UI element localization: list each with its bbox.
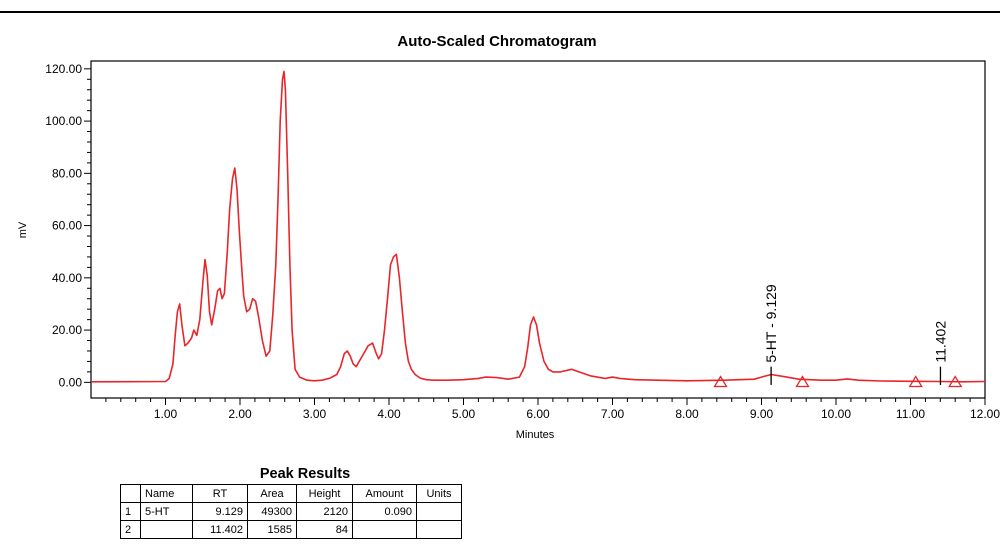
cell-height: 2120 [296, 502, 353, 521]
x-axis: 1.00 2.00 3.00 4.00 5.00 6.00 7.00 8.00 9.00 10.0… [105, 398, 1000, 421]
cell-amount: 0.090 [352, 502, 417, 521]
baseline-marker [948, 375, 963, 388]
y-tick-label: 80.00 [52, 166, 82, 180]
top-rule [0, 11, 1000, 13]
y-tick-label: 120.00 [45, 62, 82, 76]
col-header-rt: RT [192, 484, 248, 503]
x-tick-label: 12.00 [970, 407, 1000, 421]
x-tick-label: 11.00 [896, 407, 925, 421]
y-axis-label: mV [17, 221, 29, 238]
peak-label: 5-HT - 9.129 [763, 284, 779, 363]
cell-height: 84 [296, 520, 353, 539]
x-tick-label: 5.00 [452, 407, 476, 421]
peak-results-table: Name RT Area Height Amount Units 1 5-HT … [120, 484, 462, 539]
x-tick-label: 9.00 [750, 407, 774, 421]
x-tick-label: 3.00 [303, 407, 327, 421]
y-tick-label: 40.00 [52, 271, 82, 285]
cell-name [140, 520, 193, 539]
peak-annotations: 5-HT - 9.129 11.402 [763, 284, 948, 385]
chromatogram-chart: Auto-Scaled Chromatogram 0.00 20.00 40.00 6… [17, 33, 1000, 441]
table-header-row: Name RT Area Height Amount Units [120, 484, 462, 503]
cell-units [416, 502, 462, 521]
peak-results-title: Peak Results [259, 466, 351, 482]
x-tick-label: 2.00 [228, 407, 252, 421]
table-row: 1 5-HT 9.129 49300 2120 0.090 [120, 502, 462, 521]
y-tick-label: 20.00 [52, 323, 82, 337]
x-axis-label: Minutes [516, 429, 555, 441]
cell-index: 2 [120, 520, 141, 539]
cell-name: 5-HT [140, 502, 193, 521]
cell-amount [352, 520, 417, 539]
cell-rt: 9.129 [192, 502, 248, 521]
cell-area: 49300 [247, 502, 297, 521]
x-tick-label: 10.00 [821, 407, 851, 421]
peak-results-panel: Peak Results Name RT Area Height Amount … [120, 466, 462, 539]
chart-title: Auto-Scaled Chromatogram [397, 33, 596, 50]
x-tick-label: 7.00 [601, 407, 625, 421]
cell-index: 1 [120, 502, 141, 521]
col-header-name: Name [140, 484, 193, 503]
x-tick-label: 4.00 [377, 407, 401, 421]
x-tick-label: 1.00 [154, 407, 178, 421]
table-row: 2 11.402 1585 84 [120, 520, 462, 539]
y-tick-label: 0.00 [59, 375, 83, 389]
col-header-index [120, 484, 141, 503]
baseline-marker [908, 375, 923, 388]
peak-label: 11.402 [932, 321, 948, 363]
x-tick-label: 8.00 [675, 407, 699, 421]
y-tick-label: 60.00 [52, 219, 82, 233]
col-header-height: Height [296, 484, 353, 503]
col-header-area: Area [247, 484, 297, 503]
baseline-marker [795, 375, 810, 388]
col-header-amount: Amount [352, 484, 417, 503]
col-header-units: Units [416, 484, 462, 503]
baseline-marker [713, 375, 728, 388]
y-axis: 0.00 20.00 40.00 60.00 80.00 100.00 120.00 [45, 62, 91, 389]
cell-rt: 11.402 [192, 520, 248, 539]
cell-units [416, 520, 462, 539]
x-tick-label: 6.00 [526, 407, 550, 421]
y-tick-label: 100.00 [45, 114, 82, 128]
chromatogram-trace [90, 70, 986, 383]
baseline-markers [713, 375, 963, 388]
cell-area: 1585 [247, 520, 297, 539]
plot-frame [90, 60, 986, 399]
series-layer [90, 70, 986, 383]
